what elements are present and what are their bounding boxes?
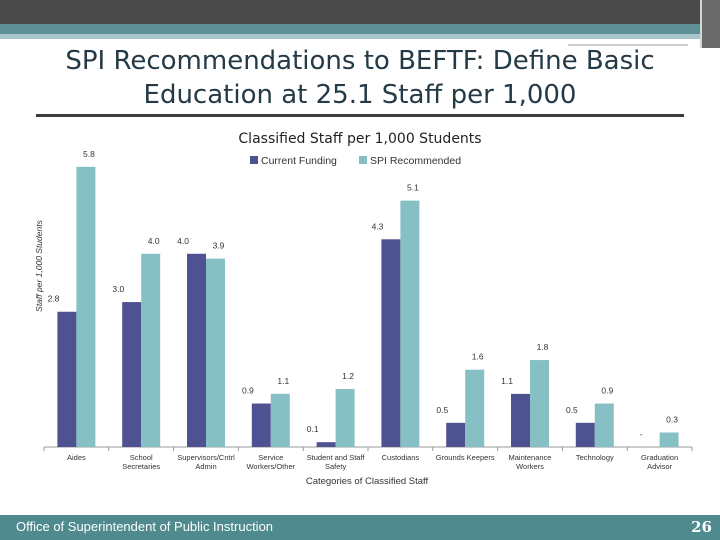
x-tick-label-school-secretaries: School Secretaries: [122, 453, 160, 471]
legend: Current Funding SPI Recommended: [250, 155, 461, 167]
data-label-current-funding-aides: 2.8: [48, 294, 60, 304]
data-label-current-funding-school-secretaries: 3.0: [112, 284, 124, 294]
header-accent-line: [568, 44, 688, 46]
bar-spi-recommended-school-secretaries: [141, 253, 161, 447]
header-bar-dark: [0, 0, 720, 24]
x-tick-label-graduation-advisor: Graduation Advisor: [641, 453, 678, 471]
footer-bar: [0, 515, 720, 540]
slide-title-line-1: SPI Recommendations to BEFTF: Define Bas…: [65, 46, 655, 76]
data-label-spi-recommended-school-secretaries: 4.0: [148, 236, 160, 246]
x-tick-label-technology: Technology: [576, 453, 614, 462]
data-label-current-funding-maintenance-workers: 1.1: [501, 376, 513, 386]
legend-swatch-spi-recommended: [359, 156, 367, 164]
bar-spi-recommended-student-and-staff-safety: [335, 389, 355, 447]
header-corner-block: [700, 0, 720, 48]
data-label-current-funding-student-and-staff-safety: 0.1: [307, 424, 319, 434]
legend-label-current-funding: Current Funding: [261, 155, 337, 167]
x-tick-label-student-and-staff-safety: Student and Staff Safety: [307, 453, 366, 471]
bar-current-funding-school-secretaries: [122, 302, 142, 447]
x-tick-label-maintenance-workers: Maintenance Workers: [509, 453, 552, 471]
slide-title-line-2: Education at 25.1 Staff per 1,000: [143, 80, 577, 110]
bar-spi-recommended-technology: [594, 403, 614, 447]
footer-organization: Office of Superintendent of Public Instr…: [16, 519, 274, 534]
bar-current-funding-custodians: [381, 239, 401, 447]
data-label-spi-recommended-aides: 5.8: [83, 149, 95, 159]
data-label-spi-recommended-graduation-advisor: 0.3: [666, 415, 678, 425]
header-bar-teal: [0, 24, 720, 34]
data-label-current-funding-service-workers-other: 0.9: [242, 386, 254, 396]
header-bar-light: [0, 34, 720, 39]
bar-current-funding-service-workers-other: [251, 403, 271, 447]
data-label-current-funding-supervisors-cntrl-admin: 4.0: [177, 236, 189, 246]
legend-label-spi-recommended: SPI Recommended: [370, 155, 461, 167]
bar-spi-recommended-custodians: [400, 200, 420, 447]
bar-spi-recommended-service-workers-other: [270, 393, 290, 447]
x-tick-label-grounds-keepers: Grounds Keepers: [436, 453, 495, 462]
bar-spi-recommended-supervisors-cntrl-admin: [206, 258, 225, 447]
legend-swatch-current-funding: [250, 156, 258, 164]
bar-chart: Classified Staff per 1,000 Students Curr…: [34, 131, 693, 487]
data-label-current-funding-technology: 0.5: [566, 405, 578, 415]
bar-current-funding-maintenance-workers: [511, 393, 530, 447]
chart-title: Classified Staff per 1,000 Students: [238, 131, 481, 147]
data-label-spi-recommended-maintenance-workers: 1.8: [537, 342, 549, 352]
x-axis-label: Categories of Classified Staff: [306, 476, 429, 487]
bar-spi-recommended-graduation-advisor: [659, 432, 679, 447]
bar-current-funding-aides: [57, 311, 77, 447]
bar-current-funding-grounds-keepers: [446, 422, 466, 447]
data-label-spi-recommended-grounds-keepers: 1.6: [472, 352, 484, 362]
bar-current-funding-technology: [575, 422, 595, 447]
slide-title: SPI Recommendations to BEFTF: Define Bas…: [40, 44, 680, 112]
bar-spi-recommended-grounds-keepers: [465, 369, 485, 447]
bar-group: 2.8 5.8 Aides 3.0 4.0 School Secretaries 4.0 3.9…: [43, 149, 693, 471]
data-label-current-funding-graduation-advisor: -: [640, 429, 643, 439]
bar-current-funding-supervisors-cntrl-admin: [187, 253, 206, 447]
data-label-current-funding-custodians: 4.3: [372, 221, 384, 231]
x-tick-label-supervisors-cntrl-admin: Supervisors/Cntrl Admin: [177, 453, 235, 471]
x-tick-label-aides: Aides: [67, 453, 86, 462]
data-label-spi-recommended-technology: 0.9: [601, 386, 613, 396]
data-label-current-funding-grounds-keepers: 0.5: [436, 405, 448, 415]
data-label-spi-recommended-service-workers-other: 1.1: [277, 376, 289, 386]
bar-spi-recommended-aides: [76, 166, 96, 447]
bar-current-funding-student-and-staff-safety: [316, 442, 336, 447]
y-axis-label: Staff per 1,000 Students: [34, 219, 44, 311]
page-number: 26: [691, 518, 712, 536]
title-divider: [36, 114, 684, 117]
x-tick-label-custodians: Custodians: [382, 453, 420, 462]
data-label-spi-recommended-custodians: 5.1: [407, 183, 419, 193]
x-tick-label-service-workers-other: Service Workers/Other: [246, 453, 295, 471]
data-label-spi-recommended-supervisors-cntrl-admin: 3.9: [213, 241, 225, 251]
bar-spi-recommended-maintenance-workers: [530, 360, 549, 447]
data-label-spi-recommended-student-and-staff-safety: 1.2: [342, 371, 354, 381]
